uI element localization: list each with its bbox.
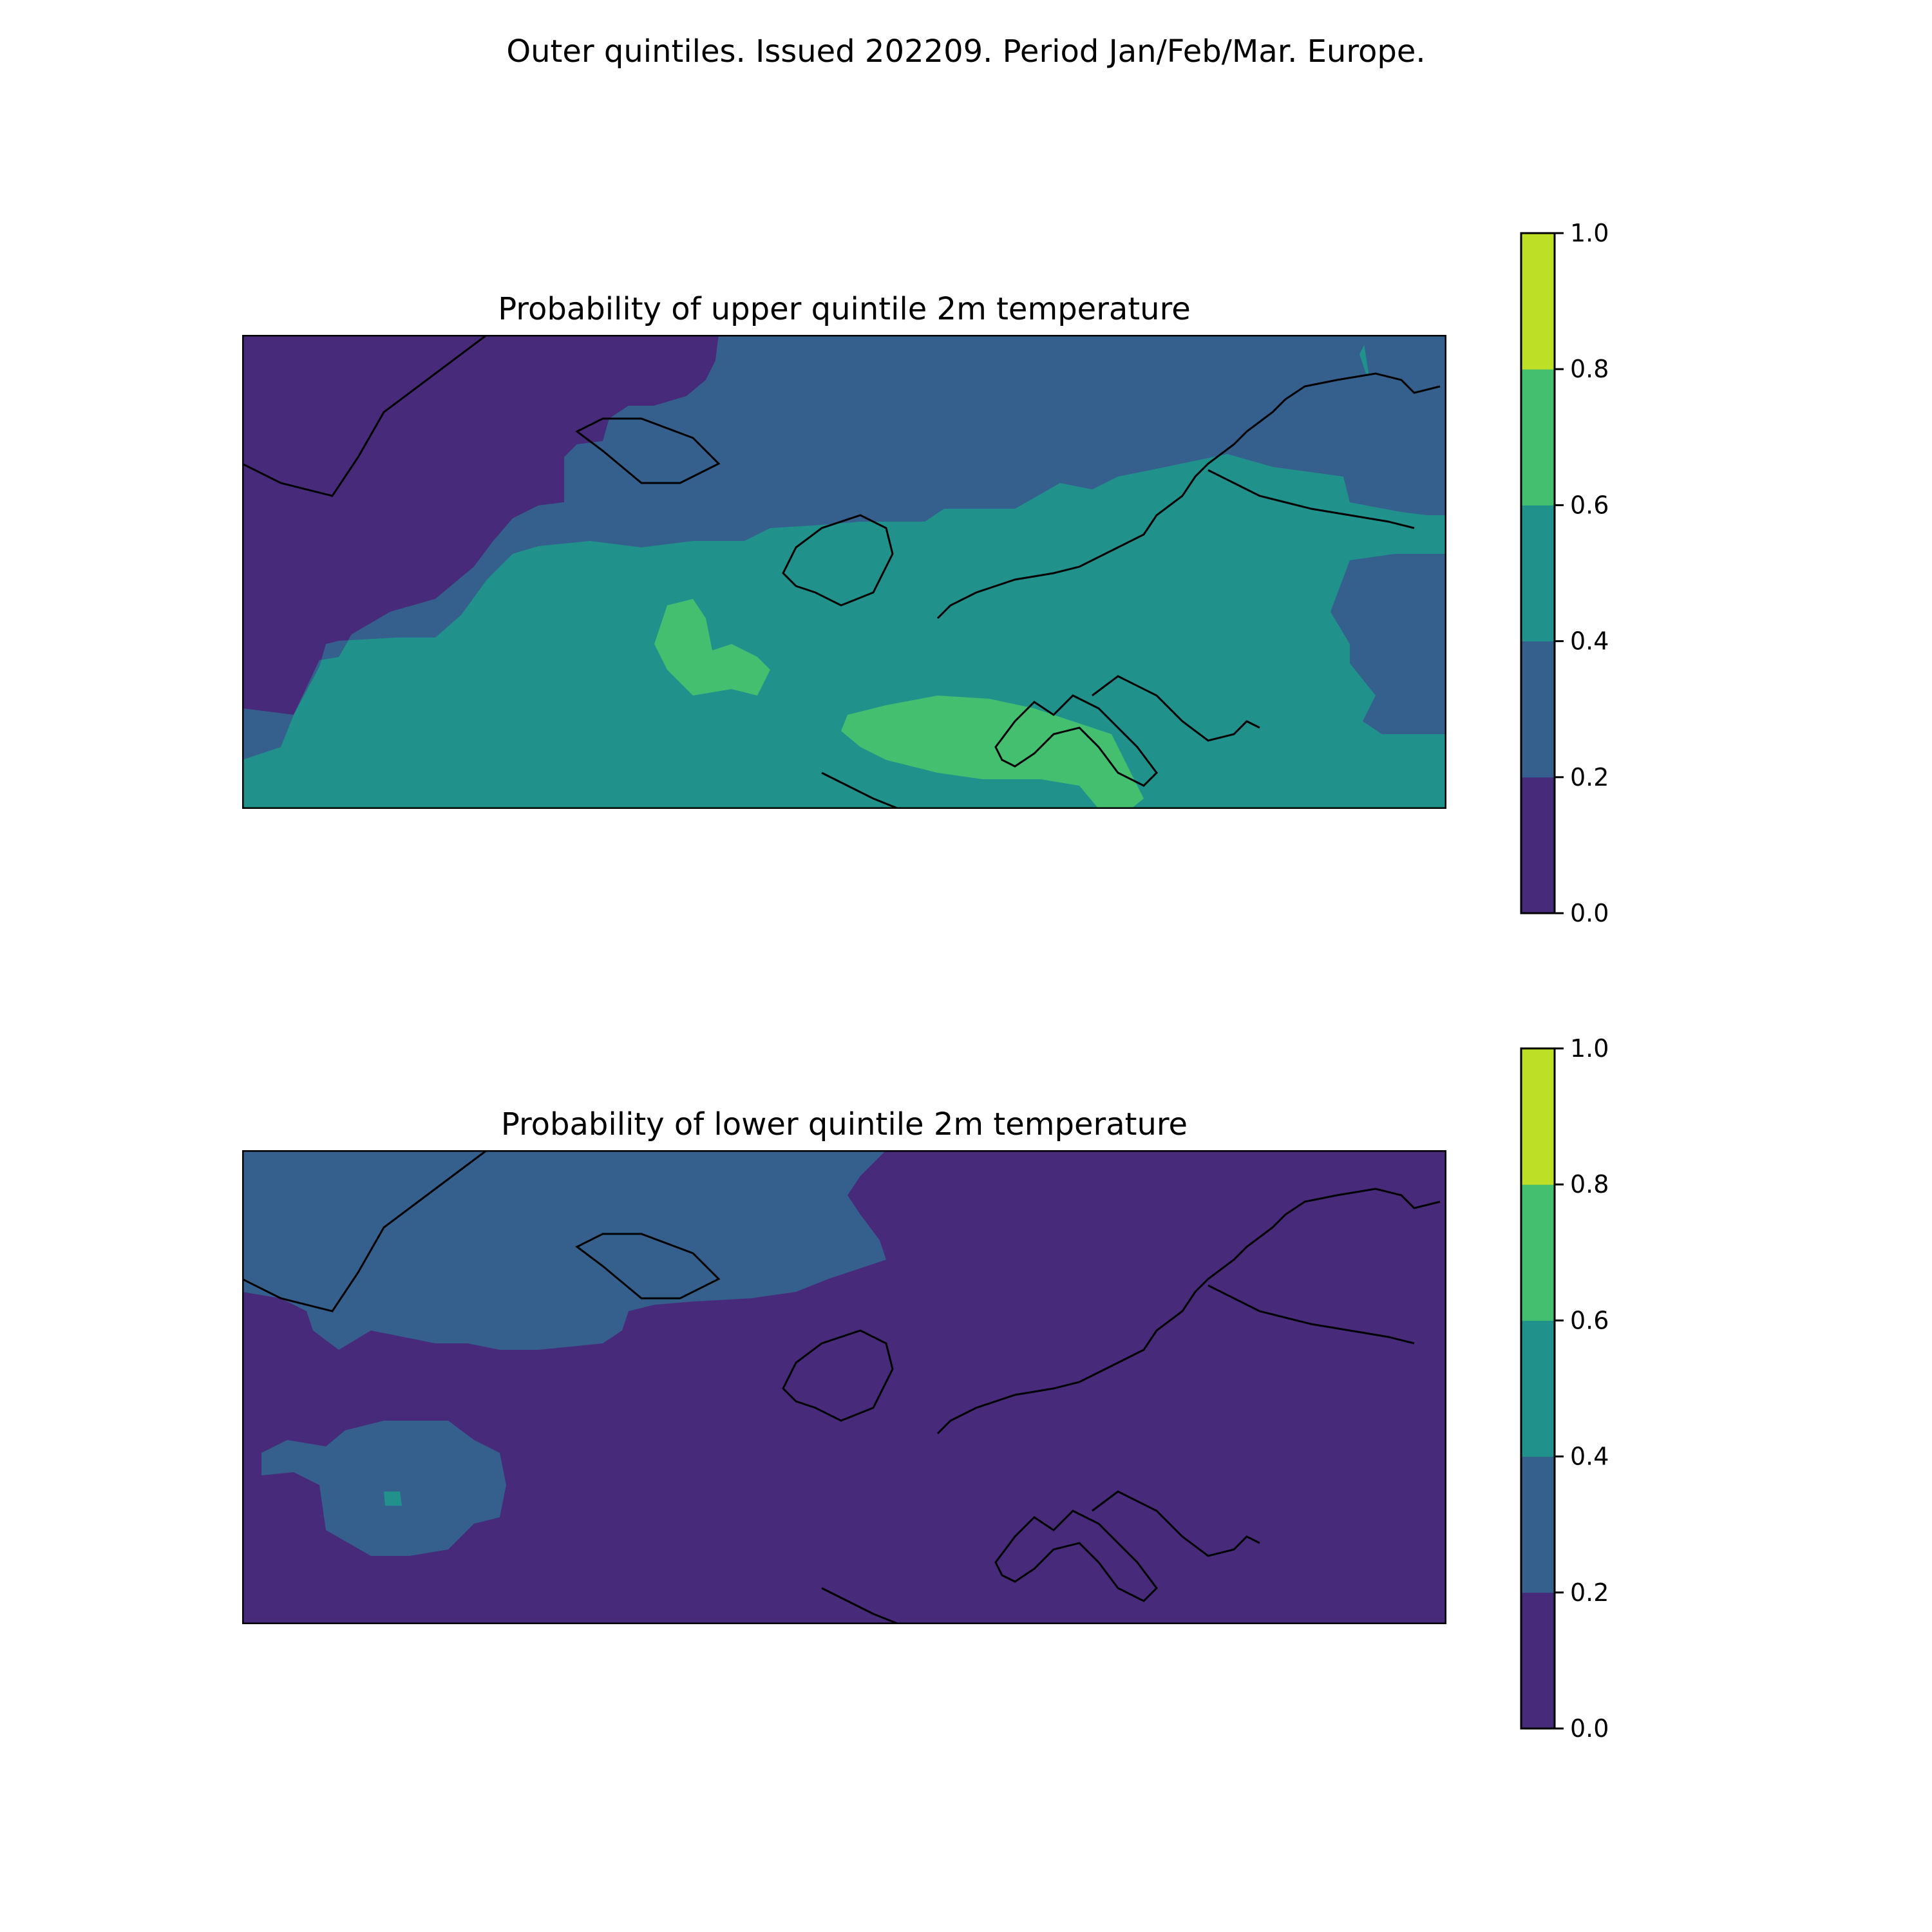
colorbar-tick-label: 0.2 [1570,763,1609,791]
coastline-outline [242,1150,1441,1624]
colorbar-segment [1521,1320,1555,1457]
map-frame [242,335,1446,809]
contour-region-black-sea [1331,554,1446,734]
colorbar-tick-label: 0.2 [1570,1578,1609,1607]
colorbar-tick-label: 0.4 [1570,627,1609,656]
colorbar-frame [1520,232,1556,914]
coastline-outline [242,335,1441,809]
contour-region-mid-atlantic [261,1421,506,1556]
colorbar-segment [1521,369,1555,506]
contour-region-greenland-iceland [242,1150,886,1350]
colorbar-tick-label: 1.0 [1570,1034,1609,1063]
colorbar-segment [1521,1456,1555,1593]
panel-upper-title: Probability of upper quintile 2m tempera… [498,291,1191,327]
colorbar-tick-label: 0.8 [1570,1170,1609,1198]
colorbar-tick-label: 1.0 [1570,219,1609,247]
figure-title: Outer quintiles. Issued 202209. Period J… [506,33,1426,70]
colorbar-segment [1521,777,1555,914]
colorbar-upper: 0.0 0.2 0.4 0.6 0.8 1.0 [1520,219,1609,927]
colorbar-tick-label: 0.0 [1570,899,1609,927]
colorbar-segment [1521,1592,1555,1729]
contour-region-mid-atlantic-spot [384,1492,402,1506]
colorbar-segment [1521,641,1555,778]
contour-region-greenland-iceland [242,335,719,715]
colorbar-tick-label: 0.6 [1570,491,1609,519]
contour-region-mediterranean [841,696,1144,809]
contour-region-atlantic-patch [654,599,770,696]
colorbar-segment [1521,1184,1555,1321]
contour-region-russia-north [1363,335,1446,386]
colorbar-segment [1521,233,1555,370]
colorbar-tick-label: 0.6 [1570,1306,1609,1334]
colorbar-segment [1521,1048,1555,1185]
colorbar-tick-label: 0.0 [1570,1714,1609,1743]
map-frame [242,1150,1446,1624]
colorbar-frame [1520,1047,1556,1730]
colorbar-segment [1521,505,1555,642]
map-upper-quintile [242,335,1446,809]
panel-lower-title: Probability of lower quintile 2m tempera… [500,1106,1188,1142]
colorbar-tick-label: 0.4 [1570,1443,1609,1471]
map-lower-quintile [242,1150,1446,1624]
colorbar-lower: 0.0 0.2 0.4 0.6 0.8 1.0 [1520,1034,1609,1743]
colorbar-tick-label: 0.8 [1570,355,1609,383]
contour-region-north-atlantic [242,335,1446,760]
